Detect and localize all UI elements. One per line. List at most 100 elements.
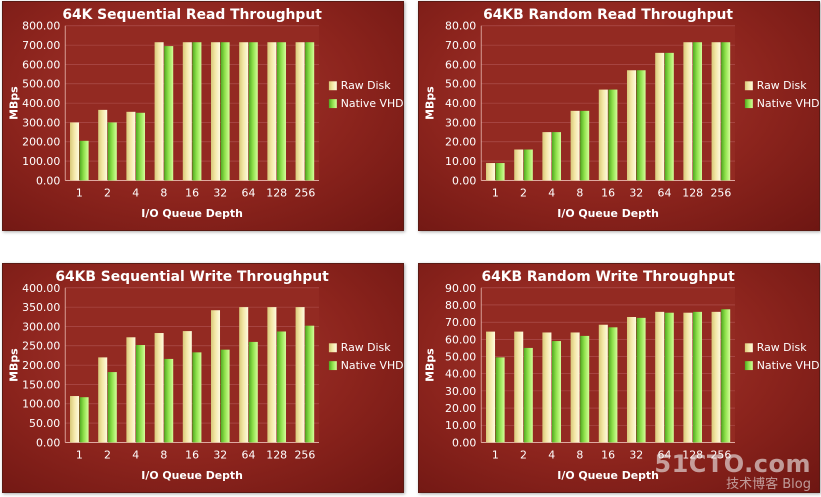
bar-native-vhd <box>580 335 590 443</box>
y-axis-title: MBps <box>8 348 21 381</box>
bar-native-vhd <box>220 349 230 443</box>
y-tick-label: 150.00 <box>22 378 60 391</box>
legend-swatch-raw-disk <box>328 343 337 353</box>
y-tick-label: 90.00 <box>445 282 476 295</box>
y-tick-label: 350.00 <box>22 301 60 314</box>
bar-native-vhd <box>692 311 702 443</box>
x-tick-label: 8 <box>576 448 583 461</box>
x-tick-label: 8 <box>576 186 583 199</box>
y-tick-label: 400.00 <box>22 97 60 110</box>
legend-swatch-raw-disk <box>744 343 753 353</box>
y-tick-label: 40.00 <box>445 97 476 110</box>
bar-raw-disk <box>711 42 721 181</box>
x-tick-label: 8 <box>160 448 167 461</box>
bar-raw-disk <box>210 42 221 181</box>
bar-native-vhd <box>495 357 505 443</box>
bar-native-vhd <box>276 42 286 181</box>
chart-panel-seq-read: 64K Sequential Read Throughput 0.00 100.00… <box>2 1 404 231</box>
x-tick-label: 32 <box>213 186 227 199</box>
legend-swatch-raw-disk <box>328 81 337 91</box>
bar-raw-disk <box>98 357 108 443</box>
x-tick-label: 8 <box>160 186 167 199</box>
y-tick-label: 30.00 <box>445 116 476 129</box>
y-tick-label: 200.00 <box>22 136 60 149</box>
bar-native-vhd <box>135 112 146 181</box>
bar-native-vhd <box>79 140 89 181</box>
y-tick-label: 800.00 <box>22 20 60 33</box>
legend-label-raw-disk: Raw Disk <box>757 79 807 92</box>
bar-raw-disk <box>626 70 637 181</box>
watermark-sub: 技术博客 Blog <box>726 477 811 492</box>
bar-raw-disk <box>126 337 136 443</box>
bar-raw-disk <box>70 122 80 181</box>
x-axis-title: I/O Queue Depth <box>141 207 243 220</box>
bar-native-vhd <box>608 327 618 443</box>
bar-raw-disk <box>542 132 552 181</box>
bar-native-vhd <box>220 42 230 181</box>
bar-raw-disk <box>570 332 580 443</box>
chart-title: 64KB Random Write Throughput <box>481 269 735 285</box>
x-tick-label: 2 <box>104 186 111 199</box>
watermark: 51CTO.com 技术博客 Blog <box>654 452 811 491</box>
legend-label-native-vhd: Native VHD <box>757 359 820 372</box>
chart-title: 64KB Sequential Write Throughput <box>55 269 329 285</box>
bar-raw-disk <box>542 332 552 443</box>
x-tick-label: 16 <box>185 186 199 199</box>
bar-raw-disk <box>210 310 221 443</box>
bar-native-vhd <box>692 42 702 181</box>
x-tick-label: 1 <box>492 448 499 461</box>
x-tick-label: 64 <box>242 186 256 199</box>
x-tick-label: 4 <box>548 186 555 199</box>
bar-native-vhd <box>721 42 731 181</box>
bar-raw-disk <box>295 42 305 181</box>
x-tick-label: 128 <box>682 186 703 199</box>
bar-native-vhd <box>636 70 646 181</box>
bar-raw-disk <box>154 333 164 443</box>
bar-raw-disk <box>239 307 249 443</box>
x-tick-label: 256 <box>294 186 315 199</box>
x-tick-label: 2 <box>520 186 527 199</box>
y-tick-label: 600.00 <box>22 58 60 71</box>
x-tick-label: 128 <box>682 448 703 461</box>
y-tick-label: 40.00 <box>445 368 476 381</box>
chart-panel-seq-write: 64KB Sequential Write Throughput 0.00 50.0… <box>2 263 404 493</box>
y-tick-label: 400.00 <box>22 282 60 295</box>
y-tick-label: 60.00 <box>445 58 476 71</box>
x-tick-label: 16 <box>601 186 615 199</box>
y-tick-label: 50.00 <box>29 417 60 430</box>
y-tick-label: 70.00 <box>445 316 476 329</box>
plot-area <box>481 287 735 443</box>
bar-raw-disk <box>683 312 693 443</box>
x-tick-label: 16 <box>601 448 615 461</box>
watermark-main: 51CTO.com <box>654 450 811 478</box>
x-tick-label: 256 <box>710 448 731 461</box>
y-tick-label: 10.00 <box>445 419 476 432</box>
bar-raw-disk <box>98 109 108 181</box>
chart-title: 64KB Random Read Throughput <box>483 7 733 23</box>
y-tick-label: 80.00 <box>445 20 476 33</box>
bar-raw-disk <box>655 311 665 443</box>
y-tick-label: 300.00 <box>22 116 60 129</box>
x-tick-label: 64 <box>658 186 672 199</box>
x-tick-label: 32 <box>213 448 227 461</box>
legend-label-native-vhd: Native VHD <box>341 97 404 110</box>
x-axis-title: I/O Queue Depth <box>557 207 659 220</box>
bar-raw-disk <box>486 331 496 443</box>
x-tick-label: 128 <box>266 186 287 199</box>
bar-native-vhd <box>523 149 533 181</box>
y-tick-label: 200.00 <box>22 359 60 372</box>
bar-raw-disk <box>711 311 721 443</box>
x-axis-title: I/O Queue Depth <box>557 469 659 482</box>
bar-native-vhd <box>608 89 618 181</box>
y-tick-label: 30.00 <box>445 385 476 398</box>
bar-native-vhd <box>248 341 258 443</box>
y-tick-label: 20.00 <box>445 136 476 149</box>
chart-rand-read: 64KB Random Read Throughput 0.00 10.00 20.0… <box>424 7 820 220</box>
bar-raw-disk <box>598 89 608 181</box>
legend-label-raw-disk: Raw Disk <box>341 341 391 354</box>
y-tick-label: 80.00 <box>445 299 476 312</box>
x-tick-label: 1 <box>492 186 499 199</box>
legend-swatch-native-vhd <box>328 361 337 371</box>
bar-raw-disk <box>182 42 192 181</box>
bar-raw-disk <box>295 307 305 443</box>
